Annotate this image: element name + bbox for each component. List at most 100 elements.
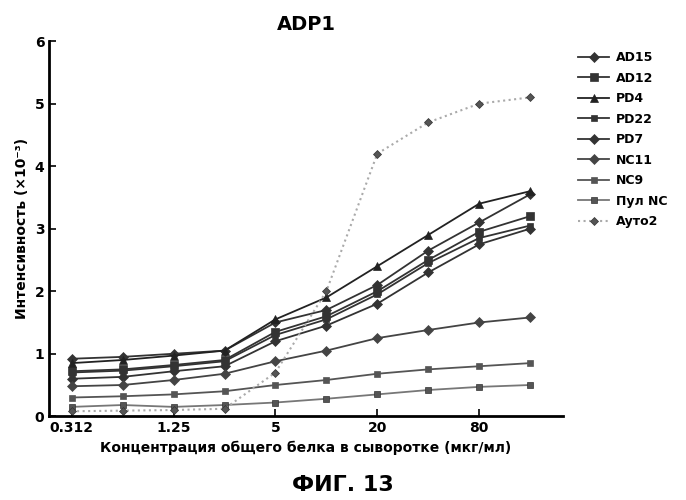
AD12 [119,366,127,372]
PD7 [322,322,331,328]
AD12 [424,257,432,263]
NC9 [272,382,280,388]
Line: NC11: NC11 [68,314,534,390]
PD22 [220,358,228,364]
Ауто2 [424,120,432,126]
Line: Пул NC: Пул NC [68,382,534,410]
Line: PD4: PD4 [67,187,534,368]
PD4 [373,263,381,269]
AD15 [526,192,534,198]
NC11 [169,377,178,383]
AD12 [322,313,331,319]
Пул NC [119,402,127,408]
Пул NC [526,382,534,388]
Пул NC [322,396,331,402]
AD15 [373,282,381,288]
Ауто2 [67,408,75,414]
PD7 [424,270,432,276]
PD7 [475,242,484,248]
PD7 [220,363,228,369]
PD22 [424,260,432,266]
NC9 [373,371,381,377]
PD4 [272,316,280,322]
Ауто2 [475,100,484,106]
Пул NC [220,402,228,408]
AD12 [475,229,484,235]
NC9 [424,366,432,372]
Legend: AD15, AD12, PD4, PD22, PD7, NC11, NC9, Пул NC, Ауто2: AD15, AD12, PD4, PD22, PD7, NC11, NC9, П… [574,48,671,232]
AD15 [272,320,280,326]
PD7 [169,368,178,374]
PD22 [526,222,534,228]
PD22 [119,368,127,374]
NC9 [119,394,127,400]
AD12 [373,288,381,294]
NC11 [119,382,127,388]
Пул NC [169,404,178,410]
PD7 [373,300,381,306]
PD4 [169,352,178,358]
NC9 [67,394,75,400]
AD12 [67,368,75,374]
PD4 [322,294,331,300]
Пул NC [67,404,75,410]
PD22 [67,370,75,376]
X-axis label: Концентрация общего белка в сыворотке (мкг/мл): Концентрация общего белка в сыворотке (м… [100,440,512,455]
PD22 [169,363,178,369]
NC9 [169,392,178,398]
AD15 [119,354,127,360]
PD7 [526,226,534,232]
AD12 [169,362,178,368]
NC11 [220,371,228,377]
Ауто2 [272,370,280,376]
PD22 [322,316,331,322]
Ауто2 [322,288,331,294]
Ауто2 [220,406,228,412]
PD22 [272,332,280,338]
Пул NC [424,387,432,393]
Ауто2 [526,94,534,100]
AD15 [67,356,75,362]
PD4 [220,348,228,354]
AD15 [169,350,178,356]
PD4 [526,188,534,194]
NC11 [526,314,534,320]
AD15 [220,348,228,354]
AD15 [424,248,432,254]
Пул NC [475,384,484,390]
Ауто2 [119,408,127,414]
NC11 [424,327,432,333]
NC11 [373,335,381,341]
NC9 [475,363,484,369]
Ауто2 [169,407,178,413]
Line: Ауто2: Ауто2 [69,94,533,414]
PD4 [424,232,432,238]
Line: PD7: PD7 [68,225,534,382]
PD22 [373,292,381,298]
Ауто2 [373,150,381,156]
PD4 [475,200,484,206]
NC9 [526,360,534,366]
NC11 [272,358,280,364]
PD4 [67,360,75,366]
Text: ФИГ. 13: ФИГ. 13 [292,475,394,495]
NC11 [322,348,331,354]
AD15 [322,307,331,313]
Title: ADP1: ADP1 [276,15,335,34]
AD15 [475,220,484,226]
AD12 [526,213,534,219]
NC9 [220,388,228,394]
AD12 [220,357,228,363]
PD4 [119,357,127,363]
PD7 [119,374,127,380]
PD7 [272,338,280,344]
Line: AD12: AD12 [67,212,534,376]
NC11 [475,320,484,326]
Line: AD15: AD15 [68,191,534,362]
Y-axis label: Интенсивность (×10⁻³): Интенсивность (×10⁻³) [15,138,29,320]
Пул NC [272,400,280,406]
PD22 [475,235,484,241]
NC9 [322,377,331,383]
NC11 [67,384,75,390]
Line: PD22: PD22 [68,222,534,376]
